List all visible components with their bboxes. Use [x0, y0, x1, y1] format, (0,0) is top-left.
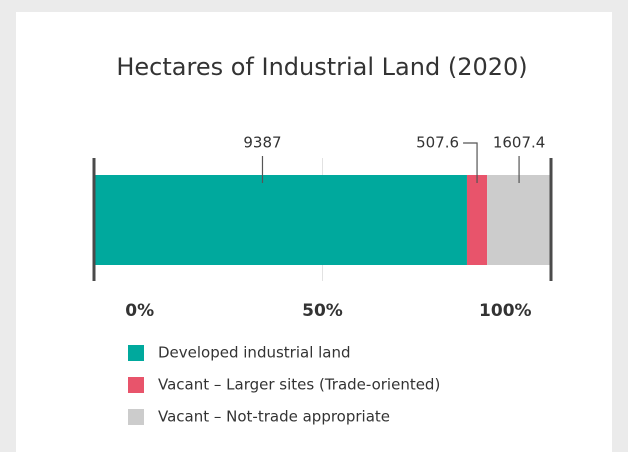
x-tick-label: 0%: [125, 301, 154, 321]
leader-line: [463, 142, 478, 183]
bar-segment: [487, 175, 551, 265]
legend-swatch: [128, 377, 144, 393]
legend-label: Vacant – Larger sites (Trade-oriented): [158, 376, 440, 394]
legend-swatch: [128, 345, 144, 361]
x-tick-label: 50%: [302, 301, 343, 321]
data-label: 1607.4: [493, 134, 546, 152]
x-tick-label: 100%: [479, 301, 532, 321]
data-label: 9387: [243, 134, 281, 152]
chart-title: Hectares of Industrial Land (2020): [116, 53, 527, 81]
legend-label: Developed industrial land: [158, 344, 351, 362]
bar-segment: [94, 175, 467, 265]
legend-label: Vacant – Not-trade appropriate: [158, 408, 390, 426]
data-label: 507.6: [416, 134, 459, 152]
legend-swatch: [128, 409, 144, 425]
bar-segment: [466, 175, 488, 265]
